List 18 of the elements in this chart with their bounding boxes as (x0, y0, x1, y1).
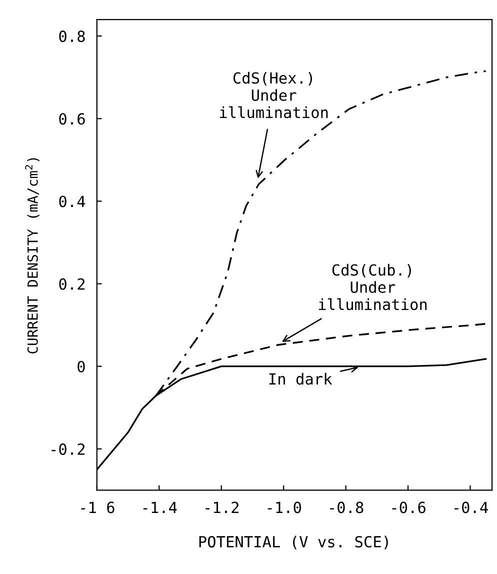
x-tick-label: -0.4 (454, 502, 488, 514)
y-tick-label: -0.2 (52, 443, 85, 455)
x-tick-label: -1 6 (81, 502, 114, 514)
x-tick-label: -0.8 (330, 502, 364, 514)
annotation: CdS(Cub.) Under illumination (318, 264, 427, 310)
y-tick-label: 0.8 (59, 30, 85, 42)
y-tick-label: 0.2 (59, 278, 85, 290)
x-tick-label: -1.0 (268, 502, 301, 514)
y-axis-title: CURRENT DENSITY (mA/cm$^{2}$) (25, 158, 40, 354)
y-tick-label: 0.6 (59, 113, 85, 125)
x-axis-title: POTENTIAL (V vs. SCE) (199, 536, 388, 550)
x-tick-label: -0.6 (392, 502, 426, 514)
y-tick-label: 0 (78, 360, 85, 372)
x-tick-label: -1.4 (143, 502, 177, 513)
annotation: CdS(Hex.) Under illumination (220, 72, 328, 118)
y-tick-label: 0.4 (59, 196, 86, 208)
x-tick-label: -1.2 (206, 502, 238, 513)
annotation: In dark (269, 372, 332, 385)
